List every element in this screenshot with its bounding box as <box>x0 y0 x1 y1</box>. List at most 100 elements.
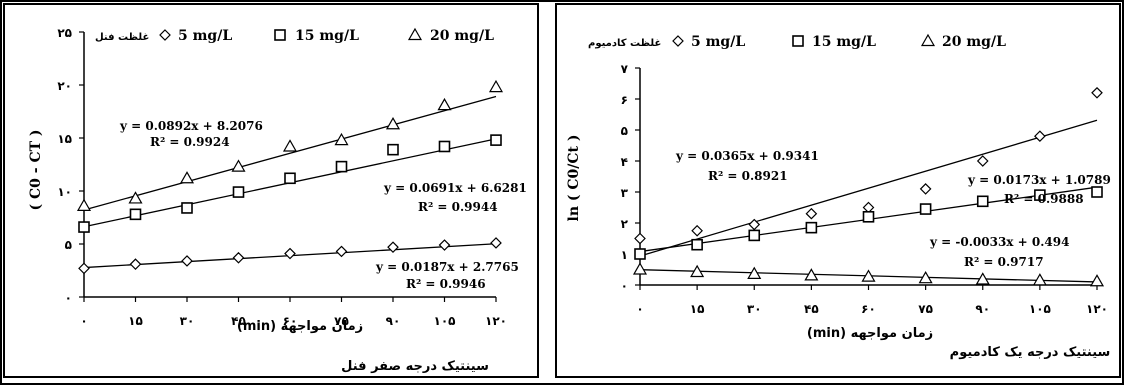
data-point <box>129 208 142 221</box>
data-point <box>78 262 90 275</box>
legend-label: 15 mg/L <box>812 34 876 50</box>
y-tick-label: ۰ <box>65 291 72 305</box>
data-point <box>804 268 819 281</box>
data-point <box>918 270 933 284</box>
data-point <box>805 221 818 234</box>
data-point <box>490 134 502 146</box>
data-point <box>1091 186 1103 198</box>
y-tick-label: ۵ <box>621 124 628 138</box>
x-tick-label: ۳۰ <box>747 302 762 316</box>
data-point <box>632 262 648 275</box>
x-tick-label: ۷۵ <box>918 302 933 316</box>
x-tick-label: ۴۵ <box>804 302 819 316</box>
x-tick-label: ۱۰۵ <box>434 314 456 328</box>
x-axis-label: زمان مواجهه (min) <box>807 326 933 341</box>
trendline <box>83 95 497 211</box>
data-point <box>691 224 703 237</box>
data-point <box>862 201 875 214</box>
series-triangle: y = -0.0033x + 0.494 R² = 0.9717 <box>632 235 1105 287</box>
legend-label: 15 mg/L <box>295 28 359 44</box>
data-point <box>335 245 348 258</box>
x-tick-label: ۱۰۵ <box>1029 302 1051 316</box>
regression-equation: y = 0.0691x + 6.6281 <box>383 181 527 195</box>
legend-marker <box>920 33 936 47</box>
series-diamond: y = 0.0187x + 2.7765 R² = 0.9946 <box>78 237 519 291</box>
series-square: y = 0.0691x + 6.6281 R² = 0.9944 <box>78 134 527 233</box>
x-tick-label: ۱۵ <box>128 314 143 328</box>
data-point <box>488 79 504 93</box>
legend-title: غلظت کادمیوم <box>588 38 661 49</box>
data-point <box>976 195 989 208</box>
chart-panel-frame <box>3 3 539 378</box>
x-tick-label: ۹۰ <box>386 314 401 328</box>
y-tick-label: ۲ <box>621 217 629 231</box>
legend-label: 20 mg/L <box>942 34 1006 50</box>
r-squared-label: R² = 0.9717 <box>964 255 1044 269</box>
series-diamond: y = 0.0365x + 0.9341 R² = 0.8921 <box>634 86 1103 257</box>
legend-marker <box>792 35 804 47</box>
legend-marker <box>274 29 286 41</box>
data-point <box>179 171 195 184</box>
r-squared-label: R² = 0.8921 <box>708 169 788 183</box>
y-tick-label: ۲۵ <box>57 26 72 40</box>
data-point <box>282 139 298 152</box>
x-axis-label: زمان مواجهه (min) <box>237 319 363 334</box>
data-point <box>232 186 245 198</box>
r-squared-label: R² = 0.9946 <box>406 277 486 291</box>
data-point <box>1034 189 1046 201</box>
data-point <box>437 97 452 111</box>
regression-equation: y = 0.0173x + 1.0789 <box>967 173 1111 187</box>
chart-subtitle: سینتیک درجه یک کادمیوم <box>950 345 1111 360</box>
y-tick-label: ۱ <box>621 248 628 262</box>
r-squared-label: R² = 0.9924 <box>150 135 230 149</box>
chart-panel-frame <box>555 3 1121 378</box>
y-tick-label: ۵ <box>65 238 72 252</box>
data-point <box>862 211 875 223</box>
data-point <box>1032 273 1047 286</box>
data-point <box>335 160 348 173</box>
x-tick-label: ۶۰ <box>283 314 298 328</box>
x-tick-label: ۴۵ <box>231 314 246 328</box>
series-square: y = 0.0173x + 1.0789 R² = 0.9888 <box>634 173 1111 260</box>
data-point <box>747 266 762 279</box>
data-point <box>334 132 349 146</box>
y-tick-label: ۷ <box>621 62 629 76</box>
legend-marker <box>407 27 423 41</box>
x-tick-label: ۱۲۰ <box>485 314 507 328</box>
data-point <box>691 238 703 251</box>
data-point <box>919 203 932 215</box>
x-tick-label: ۱۲۰ <box>1086 302 1108 316</box>
x-tick-label: ۱۵ <box>690 302 705 316</box>
data-point <box>76 198 92 211</box>
legend-label: 5 mg/L <box>691 34 745 50</box>
y-tick-label: ۰ <box>621 279 628 293</box>
regression-equation: y = 0.0892x + 8.2076 <box>119 119 263 133</box>
data-point <box>634 248 646 260</box>
y-tick-label: ۶ <box>621 93 628 107</box>
data-point <box>975 272 990 285</box>
data-point <box>387 143 399 156</box>
x-tick-label: ۳۰ <box>180 314 195 328</box>
data-point <box>284 172 296 185</box>
x-tick-label: ۹۰ <box>975 302 990 316</box>
data-point <box>128 191 143 204</box>
legend-title: غلظت فنل <box>95 32 149 43</box>
data-point <box>634 232 646 245</box>
y-tick-label: ۴ <box>621 155 628 169</box>
y-tick-label: ۲۰ <box>57 79 72 93</box>
y-tick-label: ۱۵ <box>57 132 72 146</box>
legend-label: 20 mg/L <box>430 28 494 44</box>
data-point <box>861 269 876 282</box>
data-point <box>129 258 142 270</box>
data-point <box>748 229 761 242</box>
data-point <box>690 264 705 278</box>
legend-marker <box>672 35 684 47</box>
regression-equation: y = -0.0033x + 0.494 <box>929 235 1069 249</box>
data-point <box>1034 130 1046 143</box>
chart-subtitle: سینتیک درجه صفر فنل <box>341 359 489 374</box>
x-tick-label: ۰ <box>80 314 87 328</box>
data-point <box>490 237 502 249</box>
x-tick-label: ۶۰ <box>861 302 876 316</box>
